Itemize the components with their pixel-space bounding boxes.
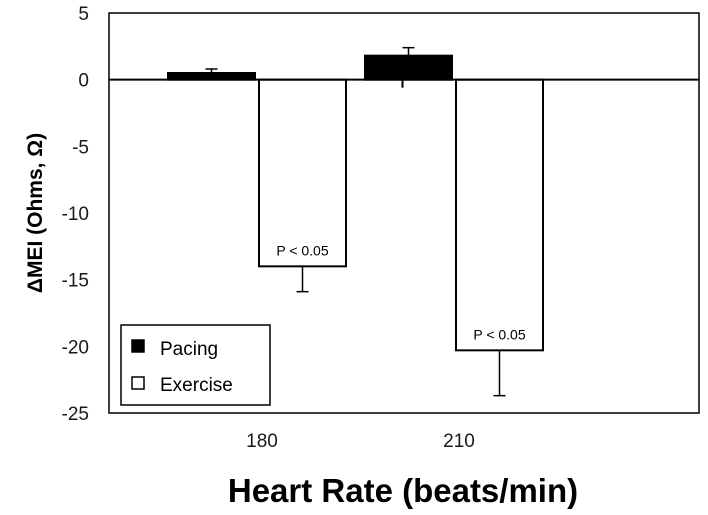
annotations: P < 0.05 P < 0.05 xyxy=(276,242,526,342)
x-axis: 180 210 xyxy=(246,79,475,452)
y-tick-label: -10 xyxy=(62,204,89,225)
p-value-annotation: P < 0.05 xyxy=(276,242,329,258)
x-tick-label: 210 xyxy=(443,431,475,452)
bar-exercise-210 xyxy=(455,78,544,352)
legend-swatch-pacing xyxy=(131,339,145,353)
legend-swatch-exercise xyxy=(131,376,145,390)
legend-label-pacing: Pacing xyxy=(160,339,218,360)
x-axis-title: Heart Rate (beats/min) xyxy=(228,472,578,509)
y-tick-label: -25 xyxy=(62,404,89,425)
y-tick-label: -20 xyxy=(62,337,89,358)
bar-exercise-180 xyxy=(258,78,347,268)
y-tick-label: -15 xyxy=(62,271,89,292)
p-value-annotation: P < 0.05 xyxy=(473,326,526,342)
legend-box xyxy=(120,324,271,406)
bars xyxy=(167,46,544,397)
y-tick-label: 0 xyxy=(78,71,89,92)
y-tick-label: -5 xyxy=(72,137,89,158)
bar-pacing-210 xyxy=(364,54,453,81)
x-tick-label: 180 xyxy=(246,431,278,452)
legend: Pacing Exercise xyxy=(120,324,271,406)
legend-label-exercise: Exercise xyxy=(160,375,233,396)
y-axis-title: ΔMEI (Ohms, Ω) xyxy=(24,133,47,293)
y-axis: 5 0 -5 -10 -15 -20 -25 xyxy=(62,4,89,425)
y-tick-label: 5 xyxy=(78,4,89,25)
